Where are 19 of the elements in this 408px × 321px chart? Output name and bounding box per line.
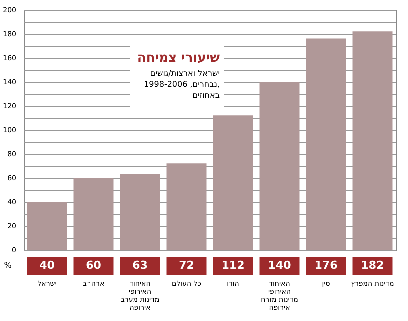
bar <box>120 174 160 250</box>
bar <box>166 164 207 250</box>
data-label: 60 <box>86 259 102 272</box>
y-axis-title: % <box>4 261 12 270</box>
text: ישראל וארצות/גושים נבחרים, 1998-2006, באחוזים <box>144 69 220 100</box>
data-label: 182 <box>361 259 384 272</box>
data-label: 40 <box>40 259 56 272</box>
bar <box>260 82 300 250</box>
bar <box>27 202 68 250</box>
bar <box>74 178 114 250</box>
data-label: 112 <box>222 259 245 272</box>
data-label: 140 <box>268 259 292 272</box>
data-label: 176 <box>314 259 338 272</box>
bar <box>306 38 346 250</box>
data-label: 63 <box>132 259 148 272</box>
data-label: 72 <box>179 259 194 272</box>
bar <box>352 32 393 250</box>
bar <box>213 116 254 250</box>
text: שיעורי צמיחה <box>137 51 220 66</box>
